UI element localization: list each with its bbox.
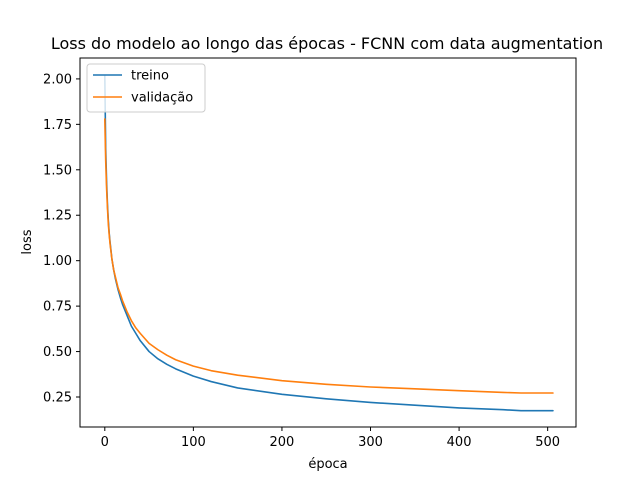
x-tick-label-1: 100 <box>181 435 206 450</box>
legend: treino validação <box>86 63 206 113</box>
y-tick-label-1: 0.50 <box>43 345 72 360</box>
legend-label-1: validação <box>131 91 193 106</box>
x-tick-label-4: 400 <box>447 435 472 450</box>
y-tick-label-3: 1.00 <box>43 254 72 269</box>
x-axis-ticks: 0 100 200 300 400 500 <box>101 427 560 450</box>
y-tick-label-6: 1.75 <box>43 118 72 133</box>
x-tick-label-5: 500 <box>535 435 560 450</box>
y-axis-ticks: 0.25 0.50 0.75 1.00 1.25 1.50 1.75 2.00 <box>43 72 80 406</box>
chart-title: Loss do modelo ao longo das épocas - FCN… <box>51 34 603 53</box>
y-axis-label: loss <box>20 229 35 254</box>
x-tick-label-0: 0 <box>101 435 109 450</box>
x-tick-label-2: 200 <box>270 435 295 450</box>
series-layer <box>104 74 554 412</box>
legend-box <box>86 63 206 113</box>
plot-frame <box>79 57 577 428</box>
y-tick-label-4: 1.25 <box>43 209 72 224</box>
x-axis-label: época <box>308 457 347 472</box>
y-tick-label-2: 0.75 <box>43 300 72 315</box>
x-tick-label-3: 300 <box>358 435 383 450</box>
y-tick-label-0: 0.25 <box>43 391 72 406</box>
legend-label-0: treino <box>131 69 169 84</box>
y-tick-label-5: 1.50 <box>43 163 72 178</box>
series-line-0 <box>104 74 554 412</box>
y-tick-label-7: 2.00 <box>43 72 72 87</box>
series-line-1 <box>104 118 554 394</box>
